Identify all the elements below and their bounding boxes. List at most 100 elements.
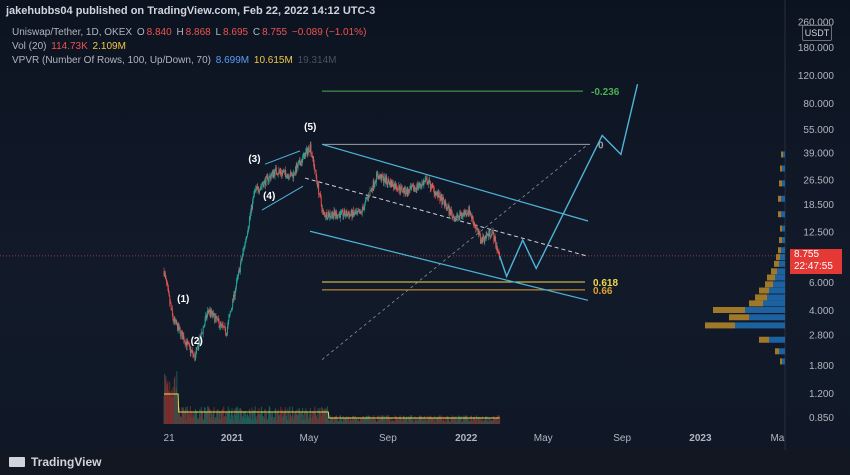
volume-bar (390, 421, 392, 424)
volume-bar (203, 419, 205, 424)
candle-body (242, 251, 244, 256)
volume-bar (341, 420, 343, 424)
candle-body (170, 302, 171, 304)
candle-body (199, 335, 201, 345)
candle-body (353, 213, 355, 215)
candle-body (444, 201, 446, 207)
volume-bar (304, 419, 306, 424)
y-tick-label: 4.000 (809, 306, 834, 317)
symbol-name[interactable]: Uniswap/Tether, 1D, OKEX (12, 27, 133, 38)
volume-bar (275, 419, 277, 424)
volume-bar (424, 416, 425, 424)
volume-ma-value: 2.109M (92, 41, 126, 52)
volume-profile-down-bar (776, 254, 780, 261)
volume-bar (331, 416, 333, 424)
candle-body (266, 175, 268, 177)
x-tick-label: Sep (613, 433, 631, 444)
volume-bar (379, 419, 381, 424)
candle-body (327, 213, 329, 219)
candle-body (407, 189, 409, 196)
volume-bar (449, 421, 451, 424)
volume-bar (358, 417, 359, 424)
candle-body (303, 153, 305, 157)
candle-body (243, 248, 245, 252)
candle-body (221, 324, 223, 325)
candle-body (223, 326, 225, 328)
candle-body (374, 184, 375, 187)
volume-bar (493, 416, 495, 424)
volume-bar (214, 419, 216, 424)
volume-bar (204, 407, 205, 424)
candle-body (230, 308, 232, 311)
volume-bar (264, 409, 266, 424)
candle-body (247, 233, 248, 236)
candle-body (220, 322, 221, 327)
volume-bar (282, 409, 284, 424)
volume-bar (492, 420, 494, 424)
volume-bar (253, 419, 255, 424)
volume-bar (363, 418, 365, 424)
volume-bar (218, 418, 220, 424)
volume-bar (345, 416, 347, 424)
volume-bar (327, 406, 329, 424)
candle-body (269, 175, 271, 177)
volume-bar (172, 387, 174, 424)
candle-body (292, 174, 294, 179)
candle-body (338, 214, 340, 216)
candle-body (163, 271, 165, 276)
candle-body (214, 317, 216, 323)
volume-profile-down-bar (759, 336, 769, 343)
volume-bar (369, 415, 371, 424)
candle-body (456, 216, 458, 219)
vpvr-down-value: 10.615M (253, 55, 293, 66)
volume-bar (476, 415, 477, 424)
candle-body (475, 226, 477, 230)
candle-body (339, 213, 341, 218)
candle-body (296, 164, 298, 173)
vpvr-label[interactable]: VPVR (Number Of Rows, 100, Up/Down, 70) (12, 55, 211, 66)
volume-bar (233, 414, 235, 424)
candle-body (403, 188, 405, 193)
volume-bar (366, 417, 368, 424)
candle-body (209, 309, 211, 315)
volume-bar (345, 418, 347, 424)
candle-body (250, 205, 252, 212)
volume-bar (318, 418, 320, 424)
volume-bar (318, 410, 320, 424)
volume-profile-down-bar (779, 237, 782, 244)
volume-label[interactable]: Vol (20) (12, 41, 47, 52)
volume-bar (407, 417, 409, 424)
candle-body (300, 163, 302, 166)
volume-bar (299, 412, 301, 424)
volume-bar (387, 418, 389, 424)
tradingview-logo[interactable]: TradingView (9, 455, 101, 469)
volume-bar (277, 410, 279, 424)
volume-bar (207, 406, 209, 424)
volume-bar (258, 408, 260, 424)
candle-body (245, 241, 246, 243)
volume-bar (359, 417, 361, 424)
volume-bar (460, 416, 462, 424)
chart-svg[interactable]: 260.000 180.000 120.000 80.000 55.000 39.000 2… (0, 0, 850, 450)
volume-bar (434, 415, 436, 424)
volume-bar (480, 420, 482, 424)
wedge-lower-line (261, 185, 304, 211)
candle-body (241, 258, 243, 260)
volume-bar (410, 419, 412, 424)
volume-bar (202, 418, 204, 424)
volume-bar (341, 421, 343, 424)
candle-body (184, 341, 186, 342)
candle-body (184, 341, 186, 345)
candle-body (261, 185, 263, 187)
candle-body (442, 197, 443, 205)
candle-body (491, 230, 493, 236)
volume-profile-up-bar (767, 294, 785, 301)
candle-body (343, 210, 345, 216)
candle-body (336, 212, 338, 218)
volume-bar (467, 417, 468, 424)
volume-bar (174, 376, 176, 424)
currency-button[interactable]: USDT (802, 25, 832, 41)
volume-bar (413, 421, 415, 424)
x-tick-label: 2023 (689, 433, 712, 444)
